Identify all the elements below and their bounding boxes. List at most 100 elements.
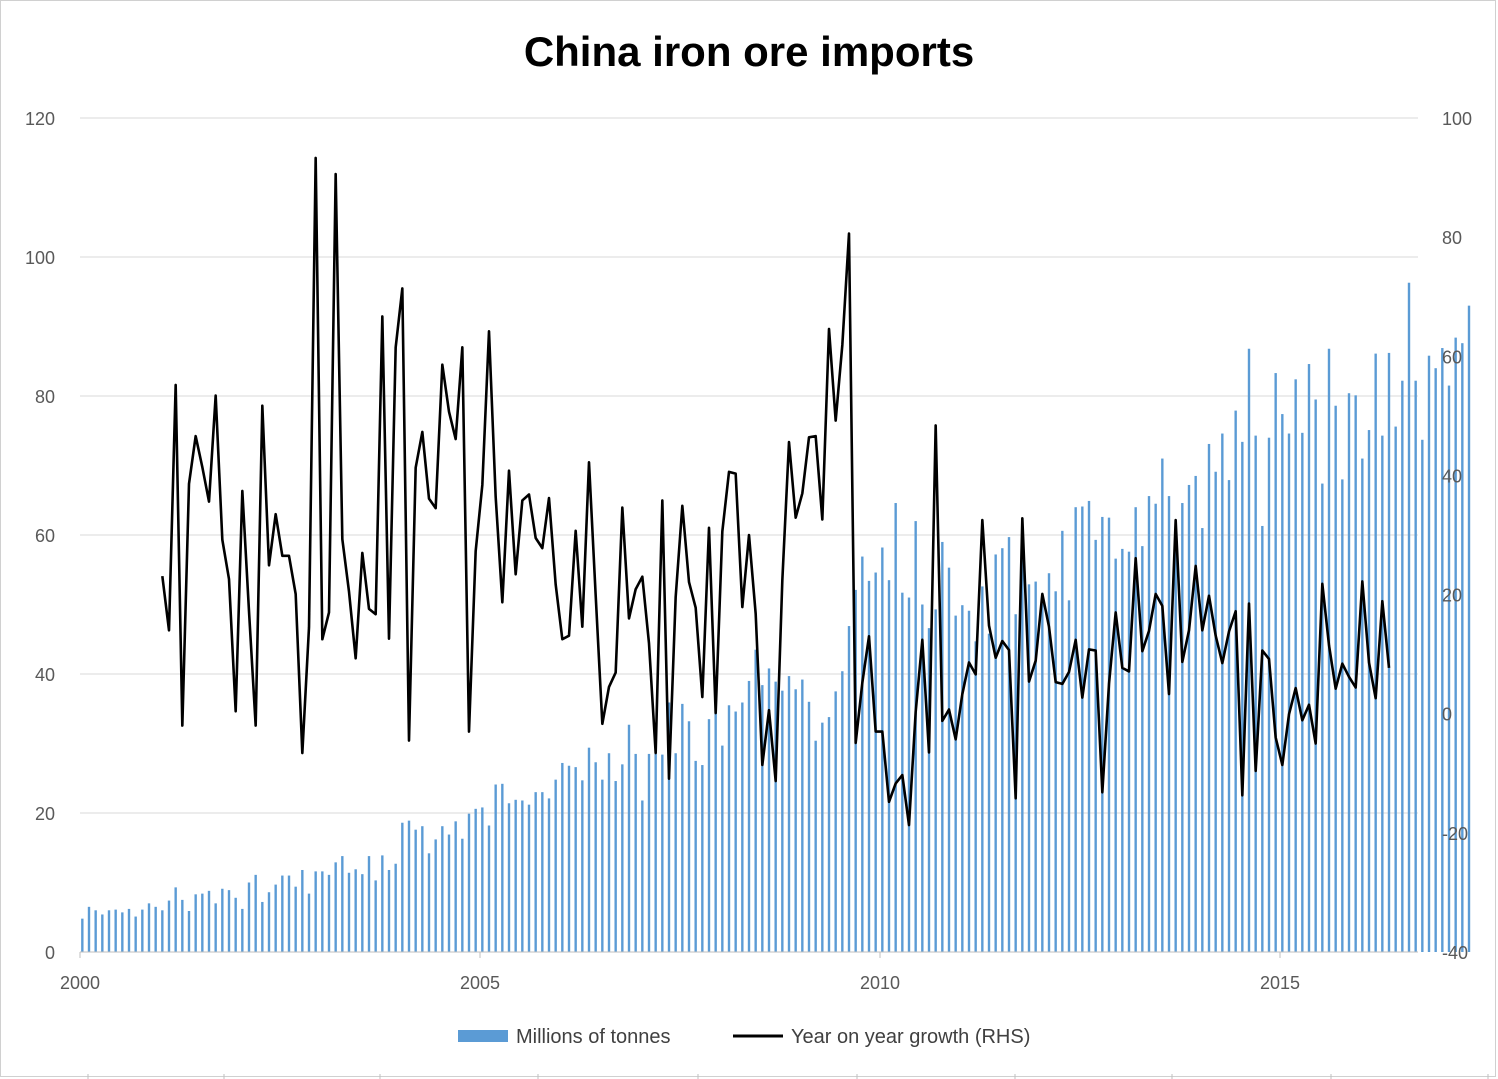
bar — [727, 705, 731, 952]
bar — [514, 799, 517, 952]
bar — [554, 779, 557, 952]
bar — [454, 821, 457, 952]
bar — [1407, 282, 1411, 953]
y-left-tick-label: 40 — [35, 665, 55, 685]
y-axis-left: 0 20 40 60 80 100 120 — [25, 109, 55, 963]
bar — [1234, 410, 1237, 953]
bar — [181, 899, 184, 953]
bar — [881, 547, 884, 952]
bar — [394, 863, 397, 952]
bar — [427, 853, 431, 952]
bar — [134, 916, 137, 952]
bar — [1394, 426, 1397, 953]
bar — [1027, 584, 1031, 952]
bar — [561, 762, 564, 952]
bar — [921, 604, 924, 952]
bar — [507, 803, 511, 952]
bar — [1154, 503, 1157, 952]
bar — [1361, 458, 1364, 952]
bar — [101, 914, 104, 952]
legend-bar-label: Millions of tonnes — [516, 1026, 671, 1048]
y-right-tick-label: 80 — [1442, 228, 1462, 248]
bar — [1367, 430, 1371, 952]
bar — [1054, 591, 1057, 952]
bar — [934, 609, 937, 952]
bar — [1201, 528, 1204, 952]
x-tick-label: 2000 — [60, 973, 100, 993]
y-right-tick-label: -20 — [1442, 824, 1468, 844]
bar — [861, 556, 864, 952]
bar — [1181, 503, 1184, 952]
bar — [87, 906, 91, 952]
bar — [954, 615, 957, 952]
y-left-tick-label: 60 — [35, 526, 55, 546]
bar — [107, 910, 111, 952]
bar — [161, 910, 164, 952]
bar — [1281, 414, 1284, 952]
bar — [754, 649, 757, 952]
bar — [1221, 433, 1224, 952]
bar — [467, 813, 471, 952]
bar — [667, 702, 671, 952]
bar — [1414, 380, 1417, 953]
bar — [801, 679, 804, 952]
bar — [994, 554, 997, 952]
bar — [1047, 573, 1051, 952]
bar — [814, 740, 817, 952]
bar — [1294, 379, 1297, 952]
bar — [474, 808, 477, 952]
bar — [761, 685, 764, 952]
y-left-tick-label: 0 — [45, 943, 55, 963]
bar — [1461, 343, 1464, 952]
bar — [581, 780, 584, 952]
bar — [1214, 471, 1217, 952]
x-axis: 2000 2005 2010 2015 — [60, 952, 1300, 993]
legend-line-label: Year on year growth (RHS) — [791, 1026, 1030, 1048]
bar — [294, 886, 297, 952]
bar — [1374, 353, 1377, 952]
bar — [201, 893, 204, 952]
bar — [907, 597, 911, 952]
bar — [714, 709, 717, 952]
bar — [114, 909, 117, 952]
bar — [194, 894, 197, 952]
bar — [501, 783, 504, 952]
bar — [627, 724, 631, 952]
bar — [807, 701, 811, 952]
bar — [701, 765, 704, 952]
bar — [1087, 500, 1091, 952]
y-right-tick-label: 100 — [1442, 109, 1472, 129]
bar — [327, 874, 331, 952]
bar — [941, 541, 944, 952]
bar — [1254, 435, 1257, 952]
bar — [541, 792, 544, 952]
y-left-tick-label: 100 — [25, 248, 55, 268]
bar — [1134, 507, 1137, 952]
y-right-tick-label: 0 — [1442, 705, 1452, 725]
bar — [947, 567, 951, 952]
bar-series — [81, 282, 1471, 953]
bar — [221, 888, 224, 952]
bar — [301, 869, 304, 952]
bar — [594, 762, 597, 952]
bar — [741, 702, 744, 952]
bar — [1447, 385, 1451, 952]
bar — [747, 680, 751, 952]
bar — [1434, 368, 1437, 952]
bar — [774, 681, 777, 952]
bar — [321, 871, 324, 952]
bar — [914, 521, 917, 952]
bar — [247, 882, 251, 952]
bar — [347, 872, 351, 952]
bar — [421, 826, 424, 952]
bar — [1274, 373, 1277, 952]
y-axis-right: -40 -20 0 20 40 60 80 100 — [1442, 109, 1472, 963]
y-left-tick-label: 120 — [25, 109, 55, 129]
bar — [1121, 548, 1124, 952]
yoy-growth-line — [161, 156, 1391, 827]
y-right-tick-label: 20 — [1442, 586, 1462, 606]
bar — [961, 605, 964, 952]
bar — [527, 804, 531, 952]
y-right-tick-label: 40 — [1442, 466, 1462, 486]
bar — [1114, 558, 1117, 952]
